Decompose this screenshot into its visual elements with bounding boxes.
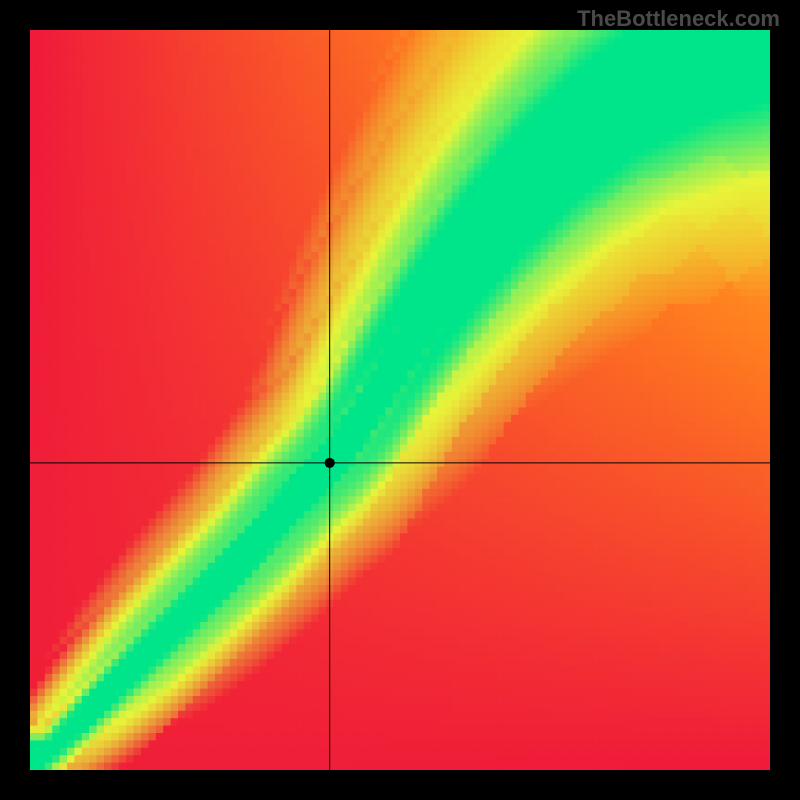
watermark-text: TheBottleneck.com [577,6,780,32]
heatmap-canvas [30,30,770,770]
heatmap-plot [30,30,770,770]
chart-container: TheBottleneck.com [0,0,800,800]
